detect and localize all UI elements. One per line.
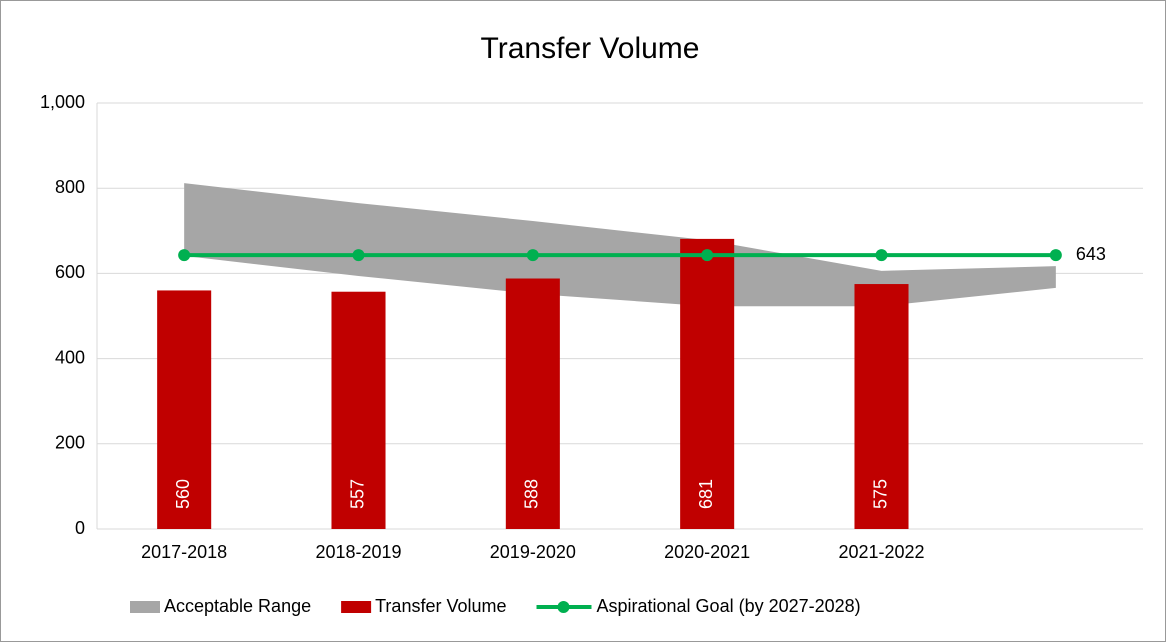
- y-tick-label: 400: [55, 347, 85, 367]
- bar: [680, 238, 735, 530]
- goal-point: [701, 249, 714, 262]
- bar-value-label: 557: [347, 479, 367, 509]
- bar-value-label: 560: [173, 479, 193, 509]
- y-tick-label: 0: [75, 518, 85, 538]
- range-area: [184, 183, 1056, 307]
- bar-value-label: 588: [522, 479, 542, 509]
- x-tick-label: 2019-2020: [490, 542, 576, 562]
- bar: [331, 291, 386, 529]
- bar: [505, 278, 560, 529]
- goal-point: [352, 249, 365, 262]
- chart-title: Transfer Volume: [481, 32, 700, 65]
- legend-swatch: [341, 601, 372, 613]
- legend-label: Aspirational Goal (by 2027-2028): [597, 596, 861, 616]
- x-tick-label: 2017-2018: [141, 542, 227, 562]
- goal-point: [1049, 249, 1062, 262]
- legend-label: Transfer Volume: [375, 596, 506, 616]
- legend-swatch: [130, 601, 160, 613]
- x-tick-label: 2018-2019: [315, 542, 401, 562]
- goal-point: [178, 249, 191, 262]
- y-tick-label: 1,000: [40, 92, 85, 112]
- x-tick-label: 2020-2021: [664, 542, 750, 562]
- x-tick-label: 2021-2022: [838, 542, 924, 562]
- y-tick-label: 800: [55, 177, 85, 197]
- legend-label: Acceptable Range: [164, 596, 311, 616]
- goal-point: [875, 249, 888, 262]
- goal-point: [526, 249, 539, 262]
- bar-value-label: 681: [696, 479, 716, 509]
- bar: [854, 284, 909, 529]
- y-tick-label: 200: [55, 433, 85, 453]
- legend-swatch-dot: [557, 601, 570, 613]
- bar: [157, 290, 212, 529]
- goal-value-label: 643: [1076, 244, 1106, 264]
- bar-value-label: 575: [870, 479, 890, 509]
- y-tick-label: 600: [55, 262, 85, 282]
